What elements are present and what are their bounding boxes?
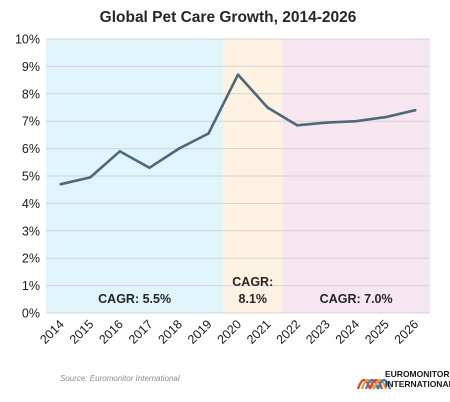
data-point [325, 121, 328, 124]
data-point [384, 115, 387, 119]
data-point [118, 150, 122, 153]
x-tick-label: 2018 [155, 317, 185, 347]
x-tick-label: 2015 [67, 317, 97, 347]
chart-title: Global Pet Care Growth, 2014-2026 [100, 9, 357, 26]
source-note: Source: Euromonitor International [60, 374, 180, 383]
y-tick-label: 3% [22, 224, 40, 238]
x-tick-label: 2026 [392, 317, 422, 347]
logo-stripe [360, 378, 376, 390]
y-tick-label: 1% [22, 279, 40, 293]
y-tick-label: 5% [22, 170, 40, 184]
y-tick-label: 9% [22, 60, 40, 74]
x-tick-label: 2016 [96, 317, 126, 347]
x-tick-label: 2014 [37, 317, 67, 347]
cagr-label: 8.1% [239, 292, 268, 306]
x-tick-label: 2022 [274, 317, 304, 347]
cagr-label: CAGR: [232, 275, 273, 289]
data-point [148, 166, 151, 169]
data-point [295, 124, 299, 127]
logo-stripe [364, 378, 380, 390]
logo-stripe [372, 378, 388, 390]
gridlines [46, 38, 430, 314]
x-tick-label: 2017 [126, 317, 156, 347]
y-tick-label: 10% [15, 33, 40, 47]
data-point [414, 109, 417, 112]
y-tick-label: 0% [22, 307, 40, 321]
euromonitor-logo: EUROMONITOR INTERNATIONAL [356, 369, 450, 390]
data-point [266, 106, 269, 109]
cagr-labels: CAGR: 5.5% CAGR: 8.1% CAGR: 7.0% [98, 275, 392, 306]
x-tick-label: 2021 [244, 317, 274, 347]
data-point [59, 183, 62, 186]
data-point [177, 147, 181, 150]
y-tick-label: 2% [22, 252, 40, 266]
logo-line-2: INTERNATIONAL [385, 379, 450, 389]
logo-line-1: EUROMONITOR [385, 369, 450, 379]
x-tick-label: 2024 [333, 317, 363, 347]
x-axis-ticks: 2014 2015 2016 2017 2018 2019 2020 2021 2022 2023… [37, 317, 421, 347]
cagr-label: CAGR: 7.0% [320, 292, 393, 306]
series [59, 73, 417, 186]
data-point [354, 120, 358, 123]
data-point [207, 132, 210, 135]
y-tick-label: 7% [22, 115, 40, 129]
logo-mark-icon [356, 378, 392, 390]
cagr-label: CAGR: 5.5% [98, 292, 171, 306]
x-tick-label: 2025 [362, 317, 392, 347]
logo-stripe [376, 378, 392, 390]
x-tick-label: 2023 [303, 317, 333, 347]
x-tick-label: 2019 [185, 317, 215, 347]
y-axis-ticks: 0% 1% 2% 3% 4% 5% 6% 7% 8% 9% 10% [15, 33, 40, 321]
data-point [236, 73, 240, 76]
x-tick-label: 2020 [215, 317, 245, 347]
data-point [89, 176, 92, 179]
y-tick-label: 4% [22, 197, 40, 211]
logo-stripe [368, 378, 384, 390]
y-tick-label: 8% [22, 87, 40, 101]
y-tick-label: 6% [22, 142, 40, 156]
logo-stripe [356, 378, 372, 390]
